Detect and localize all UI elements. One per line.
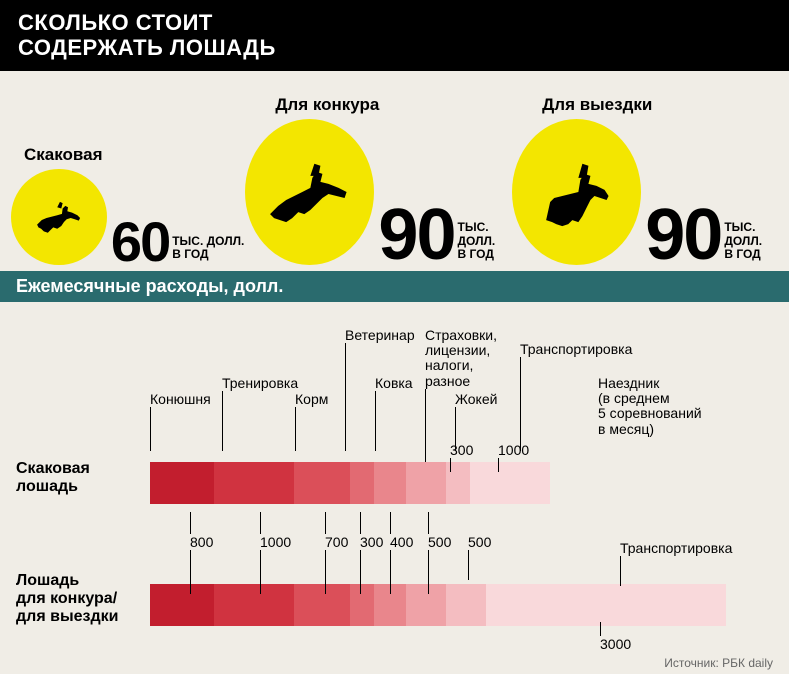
bar-row-racing <box>150 462 550 504</box>
chart-area: Конюшня ТренировкаКорм Ветеринар Ковка Страх… <box>0 302 789 674</box>
category-label: Наездник(в среднем5 соревнованийв месяц) <box>598 376 702 438</box>
bar-segment <box>470 462 550 504</box>
bar-segment <box>446 584 486 626</box>
price-unit: ТЫС. ДОЛЛ.В ГОД <box>458 221 513 264</box>
bar-segment <box>374 462 406 504</box>
bar-segment <box>486 584 726 626</box>
horse-label: Для конкура <box>275 95 379 115</box>
horse-jumping: Для конкура 90 ТЫС. ДОЛЛ.В ГОД <box>245 95 512 265</box>
dressage-horse-icon <box>526 135 627 249</box>
horse-circle-icon <box>512 119 641 265</box>
value-label: 1000 <box>260 534 291 550</box>
title-line-1: СКОЛЬКО СТОИТ <box>18 10 213 35</box>
jumping-horse-icon <box>260 135 361 249</box>
horse-circle-icon <box>11 169 107 265</box>
monthly-expenses-header: Ежемесячные расходы, долл. <box>0 271 789 302</box>
bar-row-jumping <box>150 584 726 626</box>
value-label: 500 <box>468 534 491 550</box>
price-value: 90 <box>645 206 721 265</box>
racing-horse-icon <box>25 183 92 250</box>
value-label: 3000 <box>600 636 631 652</box>
category-label: Жокей <box>455 392 497 407</box>
value-label: 300 <box>450 442 473 458</box>
value-label: 500 <box>428 534 451 550</box>
bar-segment <box>294 462 350 504</box>
bar-segment <box>350 584 374 626</box>
price-unit: ТЫС. ДОЛЛ.В ГОД <box>172 235 244 265</box>
value-label: 300 <box>360 534 383 550</box>
horse-dressage: Для выездки 90 ТЫС. ДОЛЛ.В ГОД <box>512 95 779 265</box>
category-label: Тренировка <box>222 376 298 391</box>
bar-segment <box>406 584 446 626</box>
horse-racing: Скаковая 60 ТЫС. ДОЛЛ.В ГОД <box>10 145 245 265</box>
category-labels: Конюшня ТренировкаКорм Ветеринар Ковка Страх… <box>150 312 769 432</box>
horse-circle-icon <box>245 119 374 265</box>
title-line-2: СОДЕРЖАТЬ ЛОШАДЬ <box>18 35 276 60</box>
bar-segment <box>350 462 374 504</box>
category-label: Транспортировка <box>520 342 632 357</box>
value-label: 800 <box>190 534 213 550</box>
bar-segment <box>150 584 214 626</box>
bar-segment <box>214 462 294 504</box>
bar-segment <box>214 584 294 626</box>
price-value: 90 <box>378 206 454 265</box>
source-attribution: Источник: РБК daily <box>664 656 773 670</box>
row-label-jumping: Лошадьдля конкура/для выездки <box>16 572 118 627</box>
row-label-racing: Скаковаялошадь <box>16 460 90 497</box>
price-unit: ТЫС. ДОЛЛ.В ГОД <box>724 221 779 264</box>
value-label: 1000 <box>498 442 529 458</box>
category-label: Ветеринар <box>345 328 415 343</box>
horse-label: Скаковая <box>24 145 103 165</box>
bar-segment <box>406 462 446 504</box>
category-label: Страховки,лицензии,налоги,разное <box>425 328 497 390</box>
value-label: 400 <box>390 534 413 550</box>
value-label: Транспортировка <box>620 540 732 556</box>
horse-label: Для выездки <box>542 95 652 115</box>
price-value: 60 <box>111 219 169 265</box>
bar-segment <box>150 462 214 504</box>
category-label: Корм <box>295 392 328 407</box>
horse-types-section: Скаковая 60 ТЫС. ДОЛЛ.В ГОД Для конкура … <box>0 71 789 271</box>
bar-segment <box>294 584 350 626</box>
value-label: 700 <box>325 534 348 550</box>
category-label: Конюшня <box>150 392 211 407</box>
main-title: СКОЛЬКО СТОИТ СОДЕРЖАТЬ ЛОШАДЬ <box>0 0 789 71</box>
category-label: Ковка <box>375 376 413 391</box>
